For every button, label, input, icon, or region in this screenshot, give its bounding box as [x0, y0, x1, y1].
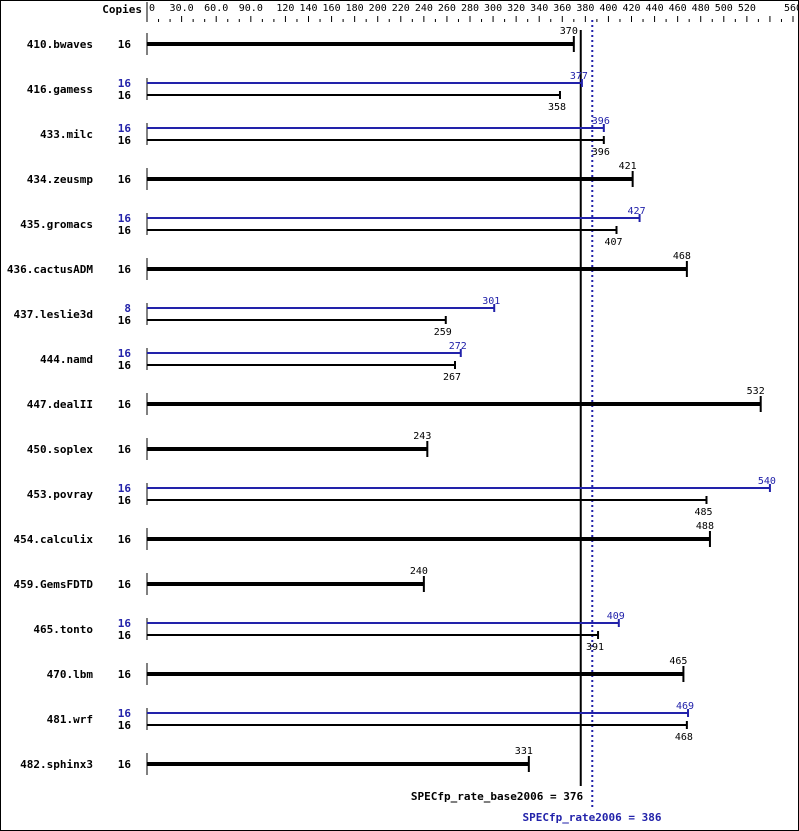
base-value: 468	[673, 251, 691, 262]
peak-value: 396	[592, 116, 610, 127]
benchmark-label: 481.wrf	[47, 713, 93, 726]
benchmark-label: 436.cactusADM	[7, 263, 93, 276]
tick-label: 440	[646, 3, 664, 14]
peak-copies: 16	[118, 212, 132, 225]
base-value: 391	[586, 642, 604, 653]
tick-label: 480	[692, 3, 710, 14]
tick-label: 60.0	[204, 3, 228, 14]
base-value: 488	[696, 521, 714, 532]
tick-label: 160	[323, 3, 341, 14]
tick-label: 140	[299, 3, 317, 14]
base-copies: 16	[118, 359, 132, 372]
base-copies: 16	[118, 89, 132, 102]
peak-value: 377	[570, 71, 588, 82]
benchmark-label: 416.gamess	[27, 83, 93, 96]
peak-copies: 8	[124, 302, 131, 315]
base-copies: 16	[118, 533, 132, 546]
base-summary-label: SPECfp_rate_base2006 = 376	[411, 790, 584, 803]
base-value: 240	[410, 566, 428, 577]
peak-copies: 16	[118, 482, 132, 495]
base-copies: 16	[118, 578, 132, 591]
base-copies: 16	[118, 719, 132, 732]
peak-copies: 16	[118, 122, 132, 135]
base-copies: 16	[118, 134, 132, 147]
base-value: 370	[560, 26, 578, 37]
tick-label: 240	[415, 3, 433, 14]
base-copies: 16	[118, 758, 132, 771]
base-value: 396	[592, 147, 610, 158]
tick-label: 200	[369, 3, 387, 14]
benchmark-label: 435.gromacs	[20, 218, 93, 231]
peak-copies: 16	[118, 617, 132, 630]
base-copies: 16	[118, 494, 132, 507]
base-value: 465	[669, 656, 687, 667]
benchmark-label: 459.GemsFDTD	[14, 578, 94, 591]
base-value: 267	[443, 372, 461, 383]
base-value: 421	[619, 161, 637, 172]
tick-label: 0	[149, 3, 155, 14]
tick-label: 420	[622, 3, 640, 14]
base-copies: 16	[118, 38, 132, 51]
benchmark-label: 482.sphinx3	[20, 758, 93, 771]
benchmark-label: 465.tonto	[33, 623, 93, 636]
benchmark-label: 447.dealII	[27, 398, 93, 411]
tick-label: 500	[715, 3, 733, 14]
tick-label: 90.0	[239, 3, 263, 14]
tick-label: 460	[669, 3, 687, 14]
base-value: 468	[675, 732, 693, 743]
tick-label: 380	[576, 3, 594, 14]
tick-label: 400	[599, 3, 617, 14]
benchmark-label: 453.povray	[27, 488, 94, 501]
base-value: 259	[434, 327, 452, 338]
peak-summary-label: SPECfp_rate2006 = 386	[522, 811, 661, 824]
tick-label: 260	[438, 3, 456, 14]
base-value: 485	[694, 507, 712, 518]
base-value: 358	[548, 102, 566, 113]
peak-copies: 16	[118, 347, 132, 360]
base-copies: 16	[118, 173, 132, 186]
peak-copies: 16	[118, 707, 132, 720]
base-copies: 16	[118, 224, 132, 237]
tick-label: 360	[553, 3, 571, 14]
base-copies: 16	[118, 668, 132, 681]
copies-header: Copies	[102, 3, 142, 16]
benchmark-label: 450.soplex	[27, 443, 94, 456]
tick-label: 340	[530, 3, 548, 14]
peak-value: 272	[449, 341, 467, 352]
base-value: 407	[604, 237, 622, 248]
benchmark-label: 470.lbm	[47, 668, 94, 681]
tick-label: 560	[784, 3, 799, 14]
peak-value: 427	[628, 206, 646, 217]
tick-label: 320	[507, 3, 525, 14]
base-value: 331	[515, 746, 533, 757]
base-copies: 16	[118, 629, 132, 642]
base-copies: 16	[118, 314, 132, 327]
peak-value: 409	[607, 611, 625, 622]
benchmark-label: 410.bwaves	[27, 38, 93, 51]
benchmark-label: 454.calculix	[14, 533, 94, 546]
base-copies: 16	[118, 443, 132, 456]
tick-label: 300	[484, 3, 502, 14]
tick-label: 120	[276, 3, 294, 14]
tick-label: 180	[346, 3, 364, 14]
peak-value: 469	[676, 701, 694, 712]
benchmark-label: 444.namd	[40, 353, 93, 366]
peak-value: 540	[758, 476, 776, 487]
tick-label: 30.0	[170, 3, 194, 14]
peak-copies: 16	[118, 77, 132, 90]
base-value: 532	[747, 386, 765, 397]
benchmark-label: 437.leslie3d	[14, 308, 93, 321]
base-copies: 16	[118, 398, 132, 411]
base-value: 243	[413, 431, 431, 442]
tick-label: 520	[738, 3, 756, 14]
tick-label: 280	[461, 3, 479, 14]
base-copies: 16	[118, 263, 132, 276]
peak-value: 301	[482, 296, 500, 307]
benchmark-label: 433.milc	[40, 128, 93, 141]
tick-label: 220	[392, 3, 410, 14]
benchmark-label: 434.zeusmp	[27, 173, 94, 186]
